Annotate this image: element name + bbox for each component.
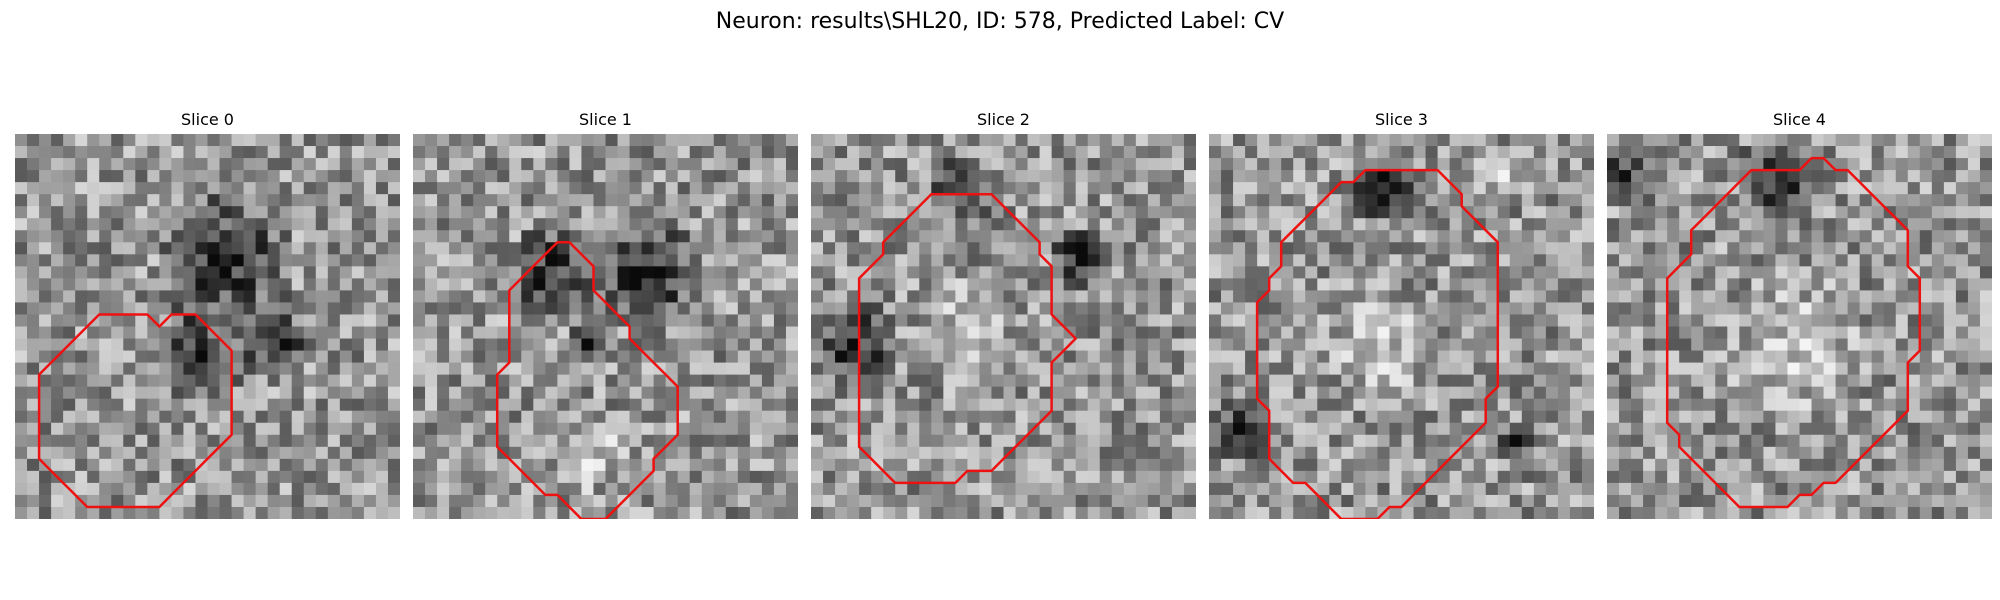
pixel-grid	[1209, 134, 1594, 519]
slice-3-title: Slice 3	[1375, 110, 1428, 129]
slice-2-image	[811, 134, 1196, 519]
neuron-contour	[495, 241, 679, 519]
slice-4-title: Slice 4	[1773, 110, 1826, 129]
slice-3-image	[1209, 134, 1594, 519]
neuron-contour	[37, 313, 233, 509]
slice-0-title: Slice 0	[181, 110, 234, 129]
slice-4-image	[1607, 134, 1992, 519]
neuron-contour	[857, 192, 1077, 485]
neuron-contour	[1665, 156, 1922, 509]
pixel-grid	[15, 134, 400, 519]
pixel-grid	[811, 134, 1196, 519]
neuron-contour	[1255, 168, 1500, 519]
pixel-grid	[413, 134, 798, 519]
pixel-grid	[1607, 134, 1992, 519]
slice-0-image	[15, 134, 400, 519]
slice-1-title: Slice 1	[579, 110, 632, 129]
slice-1-image	[413, 134, 798, 519]
figure-title: Neuron: results\SHL20, ID: 578, Predicte…	[715, 9, 1285, 34]
slice-2-title: Slice 2	[977, 110, 1030, 129]
